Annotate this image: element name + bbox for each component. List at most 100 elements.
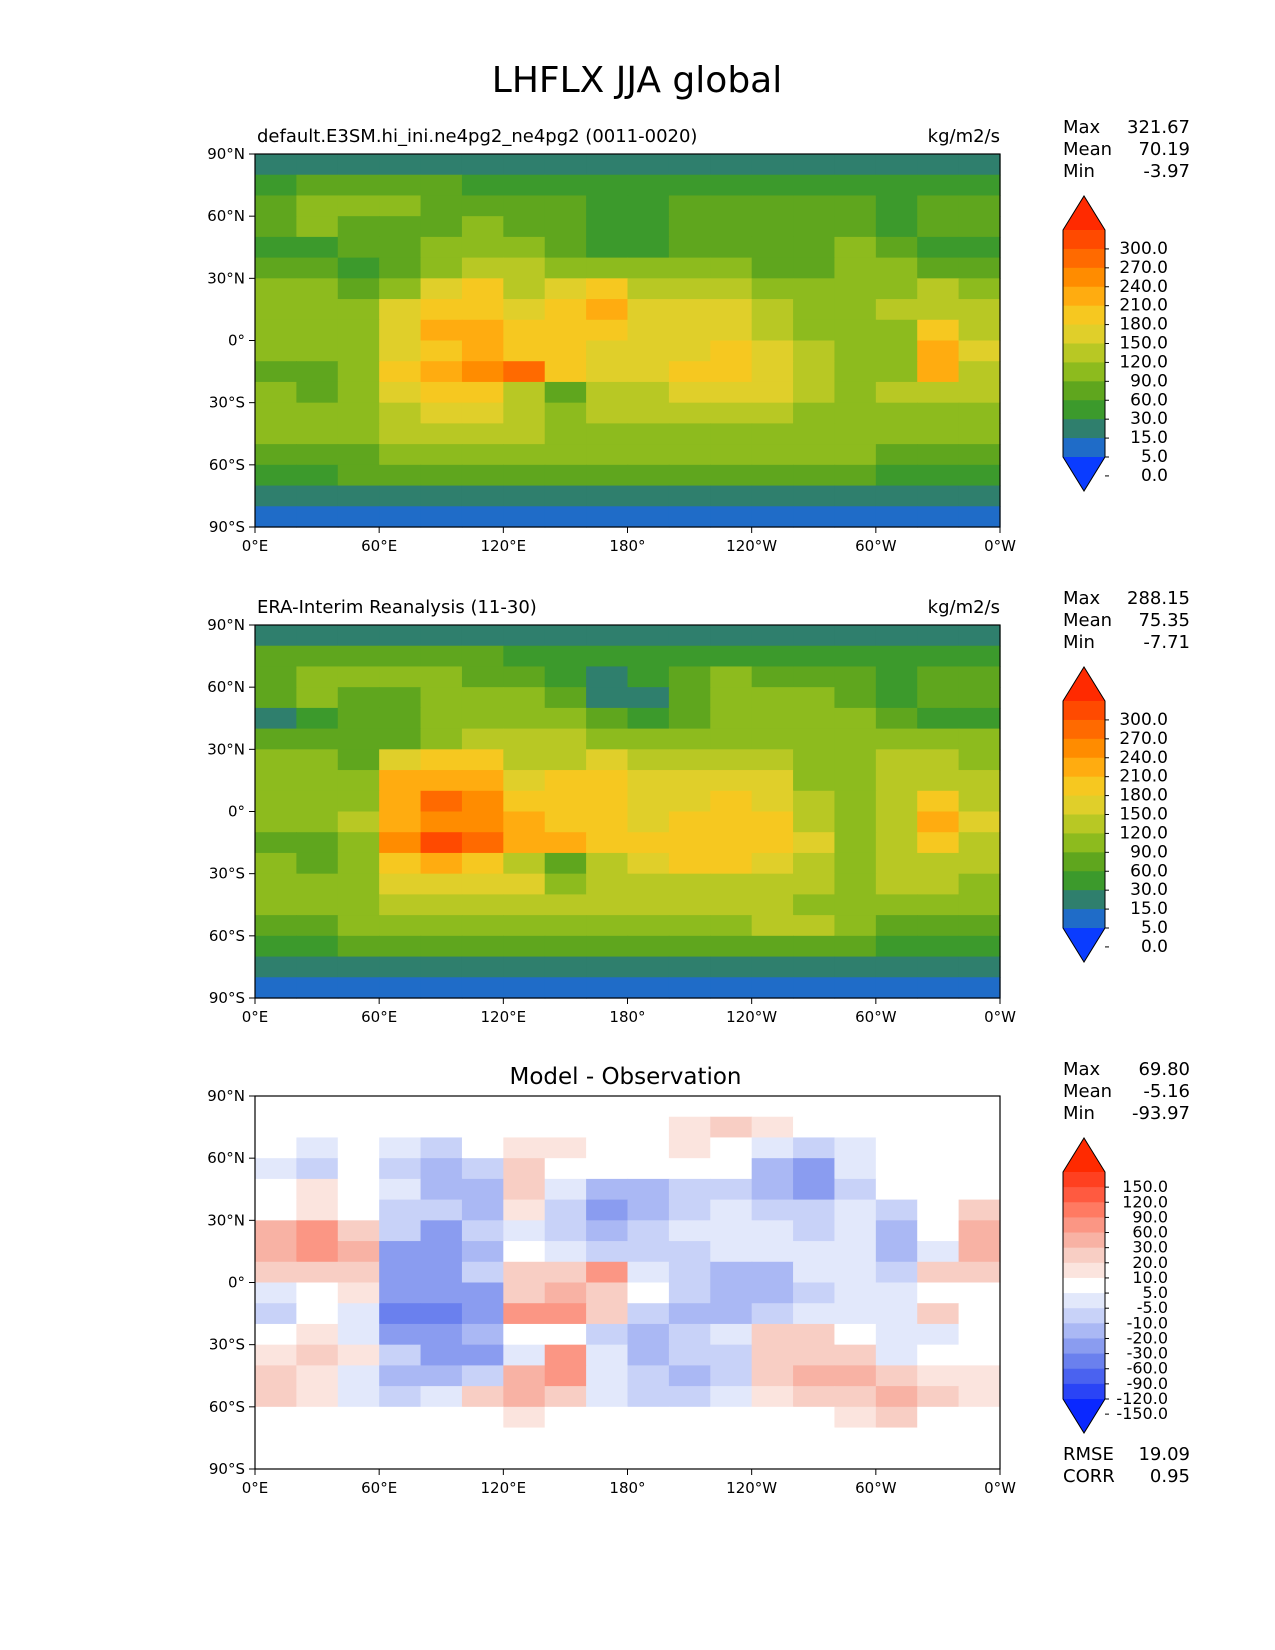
- map-cell: [751, 811, 794, 833]
- map-cell: [834, 873, 877, 895]
- map-cell: [255, 687, 297, 709]
- map-cell: [875, 915, 918, 937]
- map-cell: [420, 790, 463, 813]
- map-cell: [710, 340, 753, 362]
- map-cell: [255, 1220, 297, 1242]
- map-cell: [710, 1448, 753, 1470]
- map-cell: [461, 1137, 504, 1159]
- y-tick-label: 30°S: [209, 865, 245, 883]
- map-cell: [461, 811, 504, 833]
- map-cell: [255, 832, 297, 854]
- colorbar-label: 30.0: [1130, 409, 1168, 429]
- map-cell: [751, 1096, 794, 1118]
- map-cell: [710, 770, 753, 792]
- map-cell: [958, 687, 1001, 709]
- map-cell: [544, 1116, 587, 1139]
- map-cell: [586, 625, 629, 647]
- map-cell: [379, 666, 422, 688]
- map-cell: [875, 935, 918, 958]
- map-cell: [544, 956, 587, 978]
- colorbar-segment: [1063, 1262, 1105, 1279]
- map-cell: [627, 257, 670, 279]
- map-cell: [917, 1448, 960, 1470]
- map-cell: [710, 1323, 753, 1346]
- map-cell: [627, 645, 670, 668]
- map-cell: [544, 749, 587, 771]
- map-cell: [420, 381, 463, 404]
- map-cell: [917, 707, 960, 730]
- map-cell: [420, 770, 463, 792]
- map-cell: [917, 236, 960, 259]
- map-cell: [379, 1178, 422, 1201]
- map-cell: [793, 687, 836, 709]
- map-cell: [337, 257, 380, 279]
- map-cell: [255, 340, 297, 362]
- map-cell: [337, 236, 380, 259]
- map-cell: [255, 257, 297, 279]
- map-cell: [751, 174, 794, 197]
- colorbar-label: 0.0: [1141, 466, 1168, 486]
- map-cell: [296, 278, 339, 300]
- map-cell: [710, 1344, 753, 1366]
- stat-value: 70.19: [1138, 139, 1190, 160]
- x-tick-label: 120°W: [726, 1008, 777, 1026]
- map-cell: [668, 1137, 711, 1159]
- map-cell: [379, 1303, 422, 1325]
- map-cell: [793, 1386, 836, 1408]
- map-cell: [834, 1261, 877, 1284]
- map-cell: [296, 1386, 339, 1408]
- map-cell: [668, 174, 711, 197]
- map-cell: [793, 236, 836, 259]
- map-cell: [875, 1116, 918, 1139]
- y-tick-label: 90°N: [207, 1087, 245, 1105]
- map-cell: [296, 299, 339, 321]
- map-cell: [834, 1241, 877, 1263]
- map-cell: [875, 361, 918, 383]
- map-cell: [255, 956, 297, 978]
- map-cell: [296, 728, 339, 750]
- map-cell: [793, 811, 836, 833]
- map-cell: [917, 1199, 960, 1221]
- map-cell: [834, 444, 877, 466]
- map-cell: [544, 832, 587, 854]
- map-cell: [627, 852, 670, 875]
- map-cell: [710, 174, 753, 197]
- x-tick-label: 0°W: [984, 1479, 1016, 1497]
- map-cell: [875, 852, 918, 875]
- map-cell: [503, 956, 546, 978]
- map-cell: [917, 1261, 960, 1284]
- stat-value: 75.35: [1138, 610, 1190, 631]
- map-cell: [503, 381, 546, 404]
- map-cell: [503, 915, 546, 937]
- map-cell: [255, 790, 297, 813]
- map-cell: [503, 174, 546, 197]
- map-cell: [668, 1303, 711, 1325]
- map-cell: [255, 749, 297, 771]
- map-cell: [296, 423, 339, 445]
- map-cell: [379, 444, 422, 466]
- map-cell: [337, 1220, 380, 1242]
- colorbar-segment: [1063, 701, 1105, 721]
- map-cell: [586, 1220, 629, 1242]
- map-cell: [793, 915, 836, 937]
- map-cell: [875, 832, 918, 854]
- map-cell: [296, 195, 339, 217]
- map-cell: [751, 485, 794, 507]
- map-cell: [379, 1220, 422, 1242]
- map-cell: [917, 770, 960, 792]
- map-cell: [751, 1282, 794, 1304]
- map-cell: [917, 935, 960, 958]
- map-cell: [586, 1282, 629, 1304]
- map-cell: [751, 464, 794, 487]
- map-cell: [834, 770, 877, 792]
- map-cell: [379, 464, 422, 487]
- map-cell: [793, 894, 836, 916]
- map-cell: [627, 154, 670, 176]
- map-cell: [255, 1116, 297, 1139]
- map-cell: [296, 666, 339, 688]
- map-cell: [255, 666, 297, 688]
- map-cell: [503, 506, 546, 528]
- map-cell: [751, 1427, 794, 1449]
- y-tick-label: 0°: [228, 803, 245, 821]
- map-cell: [461, 1427, 504, 1449]
